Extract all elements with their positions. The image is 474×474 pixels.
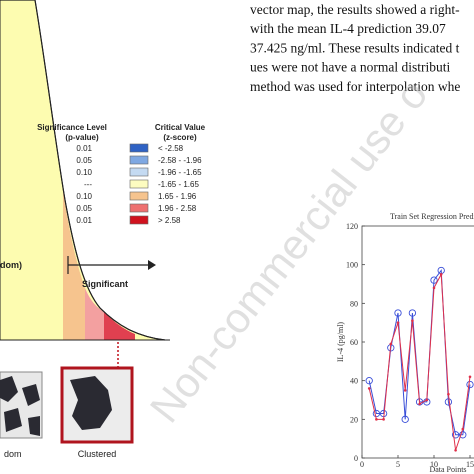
distribution-figure: Significant dom) dom Clustered: [0, 0, 170, 459]
point: [444, 398, 453, 406]
text-line: with the mean IL-4 prediction 39.07: [250, 21, 446, 36]
swatch: [129, 143, 149, 153]
y-tick-label: 100: [346, 261, 358, 270]
p-header: Significance Level: [37, 123, 107, 132]
point: [365, 377, 373, 385]
text-line: vector map, the results showed a right-: [250, 2, 460, 17]
z-value: -1.96 - -1.65: [158, 168, 202, 177]
swatch: [129, 155, 149, 165]
p-value: 0.01: [76, 216, 92, 225]
x-tick-label: 10: [430, 460, 438, 469]
curve-line: [0, 0, 166, 341]
point: [389, 342, 393, 346]
z-value: -1.65 - 1.65: [158, 180, 199, 189]
clustered-map-label: Clustered: [78, 449, 117, 459]
significant-label: Significant: [82, 279, 128, 289]
curve-label: dom): [0, 260, 22, 270]
y-tick-label: 40: [350, 377, 358, 386]
point: [401, 415, 409, 423]
point: [418, 402, 421, 406]
point: [411, 319, 414, 323]
swatch: [129, 167, 149, 177]
point: [375, 418, 378, 421]
text-line: ues were not have a normal distributi: [250, 60, 450, 75]
y-tick-label: 0: [354, 454, 358, 463]
point: [430, 276, 438, 284]
y-tick-label: 120: [346, 222, 358, 231]
p-value: ---: [84, 180, 92, 189]
point: [367, 387, 371, 390]
z-header: Critical Value: [155, 123, 206, 132]
p-sub: (p-value): [65, 133, 99, 142]
tail-pink: [85, 288, 104, 340]
z-value: 1.96 - 2.58: [158, 204, 197, 213]
arrow-head: [148, 260, 156, 270]
point: [468, 375, 472, 379]
p-value: 0.10: [76, 168, 92, 177]
y-tick-label: 80: [350, 299, 358, 308]
text-line: method was used for interpolation whe: [250, 79, 460, 94]
swatch: [129, 179, 149, 189]
z-value: 1.65 - 1.96: [158, 192, 197, 201]
point: [466, 380, 474, 389]
z-value: -2.58 - -1.96: [158, 156, 202, 165]
point: [425, 398, 429, 402]
point: [451, 431, 460, 439]
z-sub: (z-score): [163, 133, 197, 142]
swatch: [129, 203, 149, 213]
y-tick-label: 20: [350, 415, 358, 424]
point: [439, 273, 443, 276]
significance-legend: Significance Level(p-value) Critical Valu…: [37, 123, 206, 225]
swatch: [129, 215, 149, 225]
point: [447, 392, 450, 396]
y-tick-label: 60: [350, 338, 358, 347]
point: [459, 431, 467, 439]
p-value: 0.10: [76, 192, 92, 201]
text-line: 37.425 ng/ml. These results indicated t: [250, 40, 460, 55]
x-tick-label: 0: [360, 460, 364, 469]
point: [372, 409, 381, 418]
p-value: 0.05: [76, 156, 92, 165]
paragraph: vector map, the results showed a right-w…: [250, 2, 460, 94]
point: [396, 321, 400, 324]
plot-area: [361, 225, 474, 459]
point: [461, 427, 465, 431]
point: [382, 418, 385, 421]
clustered-map-cells: [70, 376, 112, 430]
point: [432, 286, 436, 290]
random-map-label: dom: [4, 449, 22, 459]
point: [454, 448, 457, 452]
point: [408, 309, 417, 317]
tail-red: [104, 312, 135, 340]
point: [403, 389, 407, 392]
swatch: [129, 191, 149, 201]
z-value: < -2.58: [158, 144, 184, 153]
chart-title: Train Set Regression Predi: [390, 212, 474, 221]
point: [394, 309, 402, 317]
p-value: 0.01: [76, 144, 92, 153]
y-axis-label: IL-4 (pg/ml): [336, 322, 345, 363]
p-value: 0.05: [76, 204, 92, 213]
x-tick-label: 5: [396, 460, 400, 469]
z-value: > 2.58: [158, 216, 181, 225]
x-axis-label: Data Points: [429, 465, 466, 474]
chart: Train Set Regression Predi IL-4 (pg/ml) Da…: [336, 212, 474, 474]
x-tick-label: 15: [466, 460, 474, 469]
random-map-cells: [0, 376, 40, 436]
